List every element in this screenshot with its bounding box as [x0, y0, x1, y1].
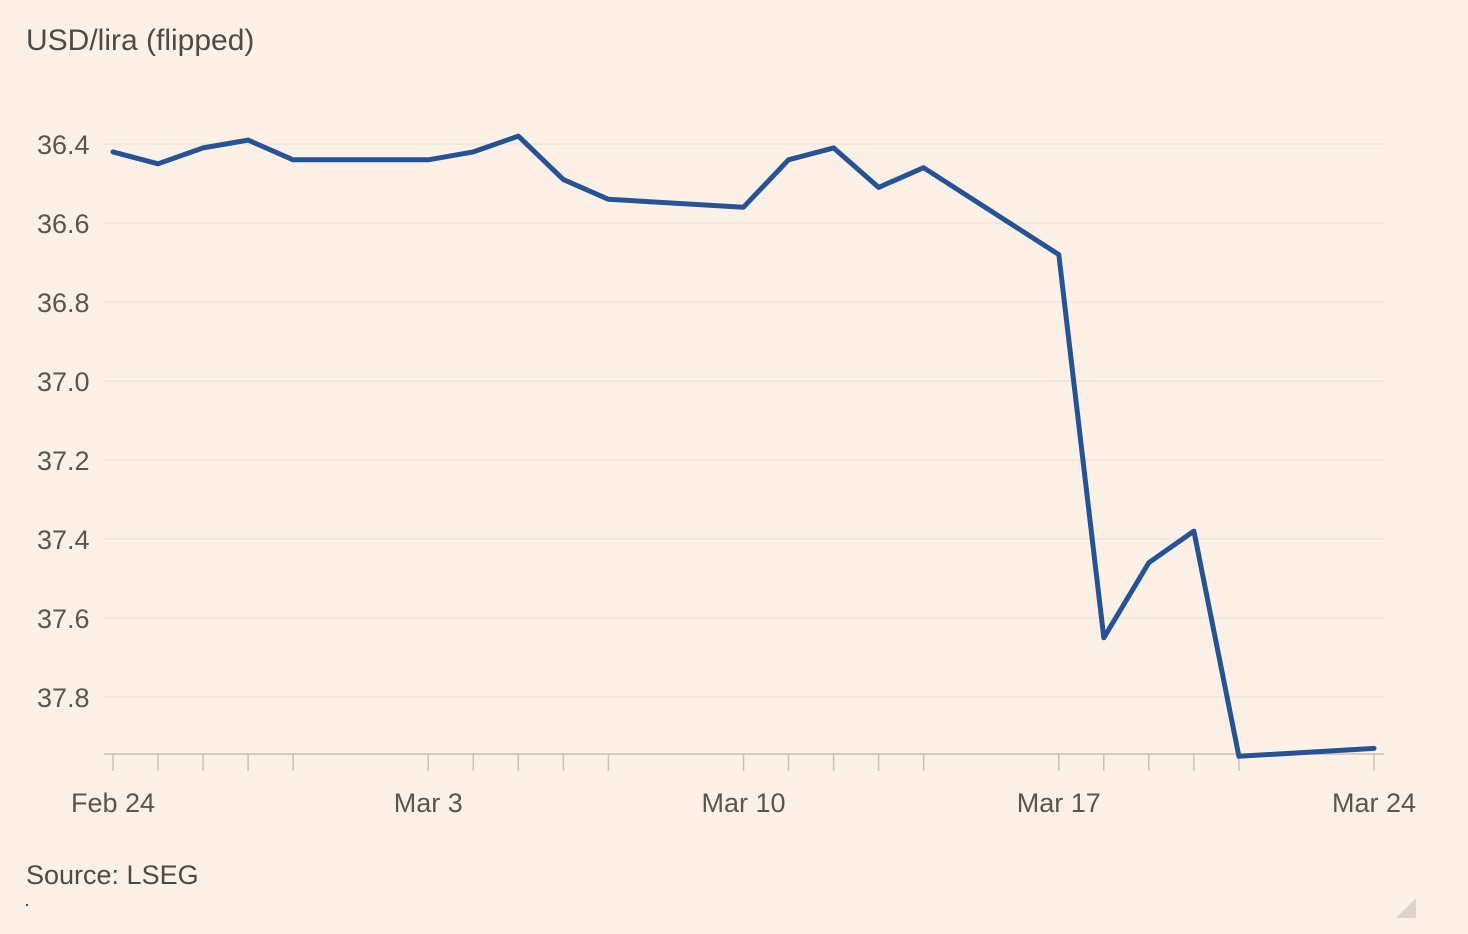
y-tick-label: 37.6	[37, 604, 90, 634]
x-axis-labels: Feb 24 Mar 3 Mar 10 Mar 17 Mar 24	[71, 788, 1416, 818]
x-tick-label: Mar 24	[1332, 788, 1416, 818]
y-tick-label: 36.8	[37, 288, 90, 318]
x-tick-label: Feb 24	[71, 788, 155, 818]
y-axis-labels: 36.4 36.6 36.8 37.0 37.2 37.4 37.6 37.8	[37, 130, 90, 713]
y-tick-label: 36.4	[37, 130, 90, 160]
y-tick-label: 37.4	[37, 525, 90, 555]
x-axis	[104, 753, 1384, 771]
x-tick-label: Mar 10	[701, 788, 785, 818]
y-tick-label: 37.8	[37, 683, 90, 713]
stray-dot	[26, 904, 28, 906]
series-line	[110, 133, 1377, 759]
x-tick-label: Mar 3	[394, 788, 463, 818]
y-tick-label: 37.2	[37, 446, 90, 476]
y-tick-label: 37.0	[37, 367, 90, 397]
resize-handle-icon[interactable]	[1396, 898, 1416, 918]
source-note: Source: LSEG	[26, 860, 199, 890]
gridlines	[104, 143, 1384, 698]
x-tick-label: Mar 17	[1017, 788, 1101, 818]
y-tick-label: 36.6	[37, 209, 90, 239]
chart-title: USD/lira (flipped)	[26, 24, 255, 57]
